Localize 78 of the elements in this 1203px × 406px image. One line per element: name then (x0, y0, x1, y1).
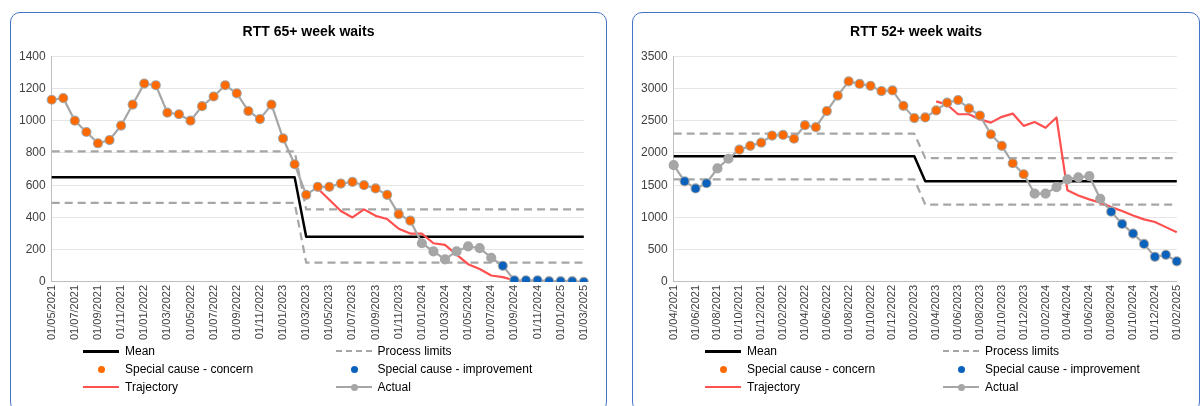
y-tick-label: 200 (25, 242, 47, 257)
y-tick-label: 1500 (640, 177, 669, 192)
x-tick-label: 01/12/2021 (754, 284, 767, 341)
x-tick-label: 01/05/2021 (44, 284, 57, 341)
x-tick-label: 01/02/2025 (1169, 284, 1182, 341)
x-tick-label: 01/10/2021 (732, 284, 745, 341)
x-tick-label: 01/09/2022 (229, 284, 242, 341)
y-tick-label: 1400 (18, 48, 47, 63)
x-tick-label: 01/12/2024 (1147, 284, 1160, 341)
legend-label: Actual (377, 380, 411, 394)
x-tick-label: 01/07/2021 (67, 284, 80, 341)
y-tick-label: 1200 (18, 80, 47, 95)
legend-label: Mean (125, 344, 156, 358)
x-tick-label: 01/06/2023 (951, 284, 964, 341)
y-tick-label: 3000 (640, 80, 669, 95)
x-tick-label: 01/11/2023 (391, 284, 404, 340)
x-tick-label: 01/02/2024 (1038, 284, 1051, 341)
x-tick-label: 01/12/2022 (885, 284, 898, 341)
x-tick-label: 01/04/2023 (929, 284, 942, 341)
x-tick-label: 01/03/2022 (160, 284, 173, 341)
x-tick-label: 01/05/2024 (461, 284, 474, 341)
x-tick-label: 01/09/2023 (368, 284, 381, 341)
x-tick-label: 01/06/2024 (1082, 284, 1095, 341)
x-tick-label: 01/10/2023 (994, 284, 1007, 341)
legend-label: Special cause - concern (125, 362, 254, 376)
y-tick-label: 0 (39, 274, 47, 289)
x-tick-label: 01/04/2021 (666, 284, 679, 341)
legend-label: Special cause - improvement (377, 362, 533, 376)
y-tick-label: 2500 (640, 113, 669, 128)
legend-label: Mean (747, 344, 778, 358)
x-tick-label: 01/09/2024 (507, 284, 520, 341)
x-tick-label: 01/07/2023 (345, 284, 358, 341)
x-tick-label: 01/11/2021 (114, 284, 127, 340)
x-tick-label: 01/08/2021 (710, 284, 723, 341)
x-tick-label: 01/03/2024 (438, 284, 451, 341)
legend-label: Trajectory (125, 380, 178, 394)
x-tick-label: 01/01/2022 (137, 284, 150, 341)
legend-label: Special cause - concern (747, 362, 876, 376)
x-tick-label: 01/08/2022 (841, 284, 854, 341)
x-tick-label: 01/01/2025 (553, 284, 566, 341)
x-tick-label: 01/05/2022 (183, 284, 196, 341)
x-tick-label: 01/02/2022 (776, 284, 789, 341)
x-tick-label: 01/10/2022 (863, 284, 876, 341)
x-tick-label: 01/12/2023 (1016, 284, 1029, 341)
y-tick-label: 500 (647, 242, 669, 257)
x-tick-label: 01/01/2023 (276, 284, 289, 341)
y-tick-label: 1000 (18, 113, 47, 128)
y-tick-label: 600 (25, 177, 47, 192)
legend-label: Actual (985, 380, 1019, 394)
x-tick-label: 01/08/2024 (1104, 284, 1117, 341)
x-tick-label: 01/09/2021 (91, 284, 103, 341)
y-tick-label: 2000 (640, 145, 669, 160)
x-tick-label: 01/07/2024 (484, 284, 497, 341)
legend-label: Process limits (985, 344, 1060, 358)
x-tick-label: 01/03/2023 (299, 284, 312, 341)
legend-label: Trajectory (747, 380, 800, 394)
y-tick-label: 1000 (640, 209, 669, 224)
legend-label: Process limits (377, 344, 452, 358)
legend-label: Special cause - improvement (985, 362, 1140, 376)
x-tick-label: 01/03/2025 (576, 284, 589, 341)
x-tick-label: 01/01/2024 (414, 284, 427, 341)
y-tick-label: 0 (661, 274, 669, 289)
y-tick-label: 800 (25, 145, 47, 160)
chart-title: RTT 65+ week waits (241, 23, 376, 39)
x-tick-label: 01/11/2024 (530, 284, 543, 340)
x-tick-label: 01/08/2023 (972, 284, 985, 341)
x-tick-label: 01/02/2023 (907, 284, 920, 341)
x-tick-label: 01/10/2024 (1126, 284, 1139, 341)
x-tick-label: 01/04/2022 (797, 284, 810, 341)
x-tick-label: 01/07/2022 (206, 284, 219, 341)
x-tick-label: 01/11/2022 (252, 284, 265, 340)
chart-title: RTT 52+ week waits (849, 23, 983, 39)
x-tick-label: 01/05/2023 (322, 284, 335, 341)
y-tick-label: 3500 (640, 48, 669, 63)
x-tick-label: 01/04/2024 (1060, 284, 1073, 341)
x-tick-label: 01/06/2021 (688, 284, 701, 341)
y-tick-label: 400 (25, 209, 47, 224)
x-tick-label: 01/06/2022 (819, 284, 832, 341)
